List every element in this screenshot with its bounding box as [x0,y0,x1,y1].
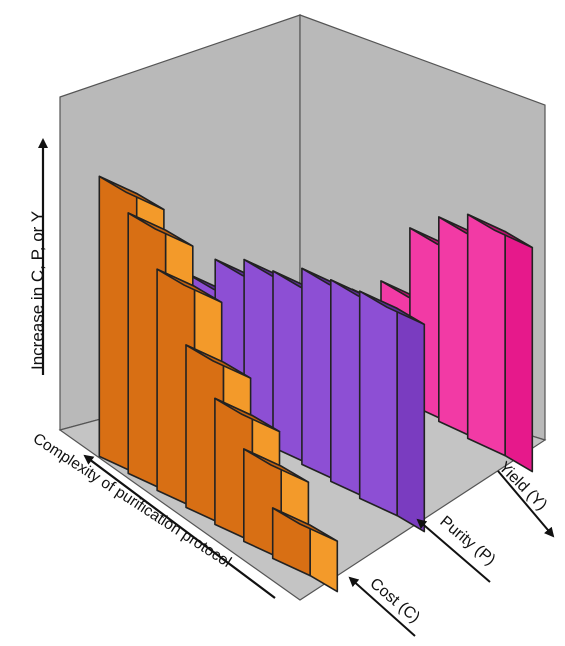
purity-arrow [416,518,491,583]
series-label-purity: Purity (P) [436,513,498,569]
bar-face-top [98,175,165,211]
bar-face-top [271,507,339,543]
bar-layer [98,175,534,593]
bar-face-front [504,230,534,473]
bar-purity-7 [358,290,426,533]
bar-face-top [185,344,252,380]
bar-cost-7 [271,507,339,593]
bar-face-side [466,213,506,457]
bar-face-side [358,290,398,517]
bar-face-top [243,448,310,484]
bar-face-front [396,307,426,533]
yield-arrow [497,470,555,538]
bar-face-top [156,268,223,304]
bar-face-top [358,290,426,326]
y-axis-label: Increase in C, P, or Y [28,211,47,370]
bar-face-top [127,212,194,247]
series-label-yield: Yield (Y) [495,459,550,514]
axis-arrows [38,138,555,637]
x-axis-arrow [83,454,276,599]
bar-face-top [466,213,534,249]
bar-yield-7 [466,213,534,473]
cost-arrow [348,576,416,637]
bar-face-top [214,397,281,433]
